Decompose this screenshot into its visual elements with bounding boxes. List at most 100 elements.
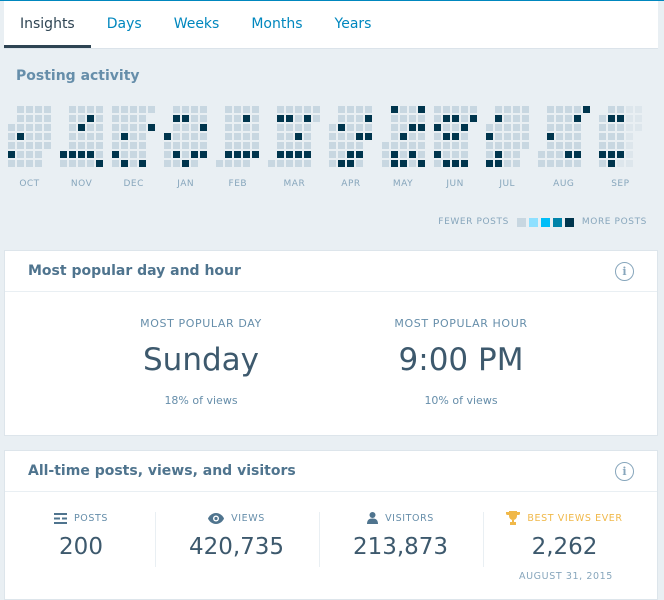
day-cell[interactable] — [417, 124, 425, 131]
day-cell[interactable] — [17, 133, 24, 140]
day-cell[interactable] — [243, 151, 251, 158]
day-cell[interactable] — [433, 142, 441, 149]
day-cell[interactable] — [17, 124, 24, 131]
day-cell[interactable] — [26, 106, 33, 113]
day-cell[interactable] — [17, 160, 24, 167]
day-cell[interactable] — [173, 133, 181, 140]
day-cell[interactable] — [139, 160, 147, 167]
day-cell[interactable] — [503, 124, 511, 131]
day-cell[interactable] — [616, 160, 624, 167]
day-cell[interactable] — [173, 124, 181, 131]
day-cell[interactable] — [433, 106, 441, 113]
day-cell[interactable] — [433, 160, 441, 167]
day-cell[interactable] — [200, 133, 208, 140]
day-cell[interactable] — [537, 151, 545, 158]
day-cell[interactable] — [503, 151, 511, 158]
day-cell[interactable] — [286, 124, 294, 131]
tab-months[interactable]: Months — [251, 16, 303, 32]
day-cell[interactable] — [399, 151, 407, 158]
day-cell[interactable] — [356, 106, 364, 113]
day-cell[interactable] — [494, 142, 502, 149]
day-cell[interactable] — [234, 133, 242, 140]
day-cell[interactable] — [356, 142, 364, 149]
day-cell[interactable] — [277, 160, 285, 167]
day-cell[interactable] — [78, 133, 86, 140]
day-cell[interactable] — [347, 133, 355, 140]
day-cell[interactable] — [485, 151, 493, 158]
day-cell[interactable] — [625, 151, 633, 158]
day-cell[interactable] — [112, 124, 120, 131]
day-cell[interactable] — [485, 124, 493, 131]
day-cell[interactable] — [347, 124, 355, 131]
day-cell[interactable] — [277, 124, 285, 131]
day-cell[interactable] — [225, 115, 233, 122]
day-cell[interactable] — [295, 151, 303, 158]
day-cell[interactable] — [286, 151, 294, 158]
day-cell[interactable] — [243, 142, 251, 149]
day-cell[interactable] — [564, 115, 572, 122]
day-cell[interactable] — [390, 160, 398, 167]
day-cell[interactable] — [442, 115, 450, 122]
day-cell[interactable] — [200, 115, 208, 122]
day-cell[interactable] — [252, 115, 260, 122]
day-cell[interactable] — [390, 124, 398, 131]
day-cell[interactable] — [87, 115, 95, 122]
day-cell[interactable] — [200, 106, 208, 113]
day-cell[interactable] — [616, 133, 624, 140]
day-cell[interactable] — [494, 151, 502, 158]
day-cell[interactable] — [252, 151, 260, 158]
day-cell[interactable] — [200, 151, 208, 158]
day-cell[interactable] — [148, 124, 156, 131]
day-cell[interactable] — [494, 160, 502, 167]
info-icon[interactable]: i — [615, 261, 634, 281]
day-cell[interactable] — [433, 124, 441, 131]
day-cell[interactable] — [44, 124, 51, 131]
day-cell[interactable] — [625, 133, 633, 140]
day-cell[interactable] — [607, 124, 615, 131]
day-cell[interactable] — [252, 142, 260, 149]
day-cell[interactable] — [399, 142, 407, 149]
day-cell[interactable] — [96, 160, 104, 167]
day-cell[interactable] — [87, 142, 95, 149]
day-cell[interactable] — [521, 115, 529, 122]
day-cell[interactable] — [503, 133, 511, 140]
day-cell[interactable] — [451, 160, 459, 167]
day-cell[interactable] — [130, 106, 138, 113]
day-cell[interactable] — [399, 133, 407, 140]
day-cell[interactable] — [17, 142, 24, 149]
day-cell[interactable] — [442, 151, 450, 158]
day-cell[interactable] — [512, 115, 520, 122]
day-cell[interactable] — [408, 106, 416, 113]
day-cell[interactable] — [546, 151, 554, 158]
day-cell[interactable] — [598, 133, 606, 140]
day-cell[interactable] — [234, 151, 242, 158]
day-cell[interactable] — [234, 160, 242, 167]
day-cell[interactable] — [121, 151, 129, 158]
day-cell[interactable] — [96, 133, 104, 140]
day-cell[interactable] — [35, 106, 42, 113]
day-cell[interactable] — [200, 124, 208, 131]
day-cell[interactable] — [634, 115, 642, 122]
day-cell[interactable] — [164, 133, 172, 140]
day-cell[interactable] — [78, 115, 86, 122]
day-cell[interactable] — [148, 106, 156, 113]
day-cell[interactable] — [485, 160, 493, 167]
day-cell[interactable] — [69, 106, 77, 113]
day-cell[interactable] — [121, 133, 129, 140]
day-cell[interactable] — [460, 106, 468, 113]
day-cell[interactable] — [164, 142, 172, 149]
day-cell[interactable] — [277, 106, 285, 113]
day-cell[interactable] — [304, 133, 312, 140]
day-cell[interactable] — [295, 106, 303, 113]
day-cell[interactable] — [399, 106, 407, 113]
day-cell[interactable] — [442, 160, 450, 167]
day-cell[interactable] — [69, 133, 77, 140]
day-cell[interactable] — [417, 115, 425, 122]
day-cell[interactable] — [295, 133, 303, 140]
day-cell[interactable] — [546, 133, 554, 140]
day-cell[interactable] — [460, 115, 468, 122]
day-cell[interactable] — [625, 106, 633, 113]
day-cell[interactable] — [442, 106, 450, 113]
day-cell[interactable] — [60, 151, 68, 158]
day-cell[interactable] — [607, 151, 615, 158]
